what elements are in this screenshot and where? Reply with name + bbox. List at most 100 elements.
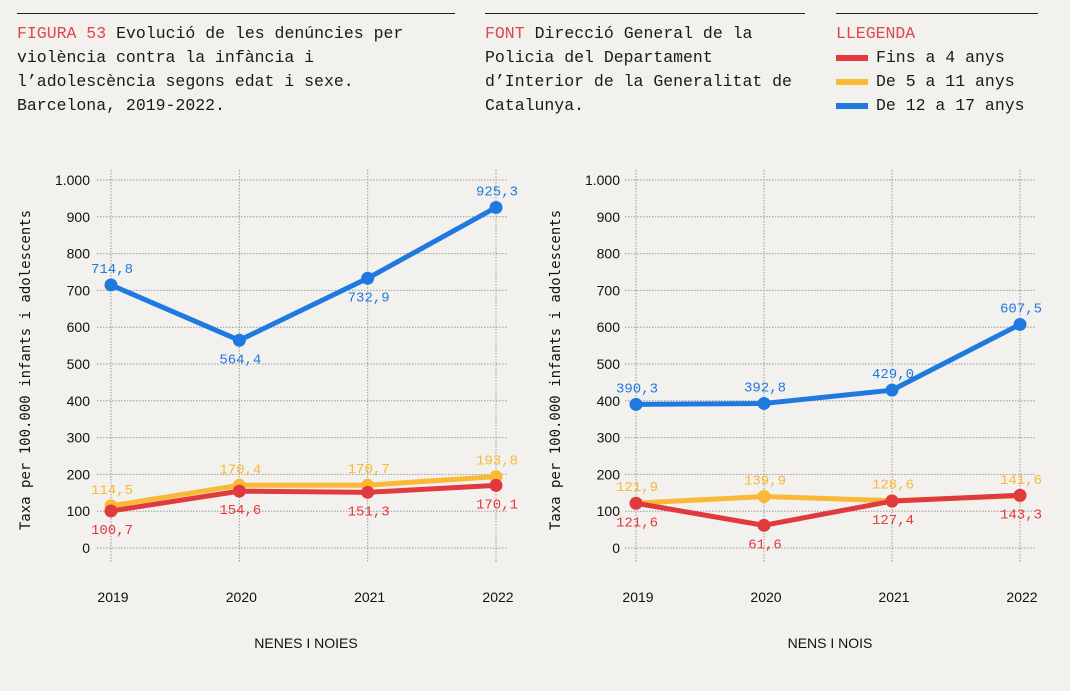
data-label: 141,6 [1000, 473, 1042, 489]
y-tick-label: 400 [67, 393, 91, 409]
data-point [757, 396, 771, 410]
data-point [489, 200, 503, 214]
data-label: 143,3 [1000, 507, 1042, 523]
source-tag: FONT [485, 24, 525, 43]
series-line-de-12-a-17-anys [110, 205, 498, 343]
data-point [361, 271, 375, 285]
data-point [885, 383, 899, 397]
data-label: 732,9 [348, 290, 390, 306]
data-label: 170,1 [476, 497, 518, 513]
y-tick-label: 500 [67, 356, 91, 372]
data-label: 114,5 [91, 483, 133, 499]
x-tick-label: 2021 [878, 589, 909, 605]
y-tick-label: 700 [67, 282, 91, 298]
data-label: 121,6 [616, 515, 658, 531]
y-tick-label: 200 [597, 466, 621, 482]
y-tick-label: 800 [597, 246, 621, 262]
data-point [361, 485, 375, 499]
data-point [104, 278, 118, 292]
data-label: 193,8 [476, 454, 518, 470]
data-point [629, 496, 643, 510]
legend-label: Fins a 4 anys [876, 48, 1005, 67]
series-line-fins-a-4-anys [635, 492, 1021, 528]
y-tick-label: 100 [67, 503, 91, 519]
data-label: 154,6 [219, 503, 261, 519]
x-tick-label: 2020 [226, 589, 257, 605]
legend-label: De 12 a 17 anys [876, 96, 1025, 115]
y-tick-label: 200 [67, 466, 91, 482]
y-tick-label: 1.000 [55, 172, 90, 188]
figure-title-block: FIGURA 53 Evolució de les denúncies per v… [17, 13, 455, 118]
data-label: 607,5 [1000, 301, 1042, 317]
data-point [104, 504, 118, 518]
data-point [232, 484, 246, 498]
legend-title: LLEGENDA [836, 24, 916, 43]
figure-tag: FIGURA 53 [17, 24, 107, 43]
data-label: 170,4 [219, 462, 261, 478]
data-label: 128,6 [872, 478, 914, 494]
data-point [757, 490, 771, 504]
data-label: 390,3 [616, 381, 658, 397]
chart-panel-1: 0 100 200 300 400 500 600 700 800 900 1.000 2019 202… [18, 170, 518, 651]
data-label: 170,7 [348, 462, 390, 478]
y-tick-label: 0 [82, 540, 90, 556]
data-point [629, 397, 643, 411]
x-tick-label: 2020 [750, 589, 781, 605]
y-tick-label: 700 [597, 282, 621, 298]
data-label: 925,3 [476, 184, 518, 200]
series-line-de-5-a-11-anys [110, 474, 497, 509]
y-tick-label: 100 [597, 503, 621, 519]
y-tick-label: 900 [67, 209, 91, 225]
legend-item-5-11: De 5 a 11 anys [836, 70, 1038, 94]
y-tick-label: 300 [67, 430, 91, 446]
legend: LLEGENDA Fins a 4 anys De 5 a 11 anys De… [836, 13, 1038, 118]
legend-swatch [836, 55, 868, 61]
data-point [489, 478, 503, 492]
y-tick-label: 0 [612, 540, 620, 556]
data-point [757, 518, 771, 532]
data-point [1013, 317, 1027, 331]
y-tick-label: 400 [597, 393, 621, 409]
y-axis-label: Taxa per 100.000 infants i adolescents [18, 210, 34, 530]
data-label: 429,0 [872, 367, 914, 383]
data-label: 564,4 [219, 352, 261, 368]
data-label: 151,3 [348, 504, 390, 520]
data-point [1013, 488, 1027, 502]
data-point [885, 494, 899, 508]
x-tick-label: 2019 [97, 589, 128, 605]
x-tick-label: 2019 [622, 589, 653, 605]
legend-swatch [836, 79, 868, 85]
source-block: FONT Direcció General de la Policia del D… [485, 13, 805, 118]
x-tick-label: 2022 [482, 589, 513, 605]
x-tick-label: 2022 [1006, 589, 1037, 605]
y-tick-label: 1.000 [585, 172, 620, 188]
data-point [232, 333, 246, 347]
chart-panel-2: 0 100 200 300 400 500 600 700 800 900 1.000 2019 202… [548, 170, 1042, 651]
y-axis-label: Taxa per 100.000 infants i adolescents [548, 210, 564, 530]
data-label: 714,8 [91, 262, 133, 278]
data-label: 121,9 [616, 480, 658, 496]
data-label: 127,4 [872, 513, 914, 529]
panel-title: NENES I NOIES [254, 635, 357, 651]
legend-label: De 5 a 11 anys [876, 72, 1015, 91]
legend-swatch [836, 103, 868, 109]
figure-title: Evolució de les denúncies per violència … [17, 24, 404, 115]
y-tick-label: 300 [597, 430, 621, 446]
legend-item-0-4: Fins a 4 anys [836, 46, 1038, 70]
y-tick-label: 500 [597, 356, 621, 372]
series-line-fins-a-4-anys [110, 482, 497, 514]
legend-item-12-17: De 12 a 17 anys [836, 94, 1038, 118]
y-tick-label: 800 [67, 246, 91, 262]
data-label: 139,9 [744, 474, 786, 490]
y-tick-label: 600 [67, 319, 91, 335]
data-label: 100,7 [91, 523, 133, 539]
source-text: Direcció General de la Policia del Depar… [485, 24, 792, 115]
panel-title: NENS I NOIS [788, 635, 873, 651]
y-tick-label: 600 [597, 319, 621, 335]
x-tick-label: 2021 [354, 589, 385, 605]
series-line-de-12-a-17-anys [635, 322, 1022, 407]
data-label: 392,8 [744, 380, 786, 396]
y-tick-label: 900 [597, 209, 621, 225]
data-label: 61,6 [748, 537, 782, 553]
